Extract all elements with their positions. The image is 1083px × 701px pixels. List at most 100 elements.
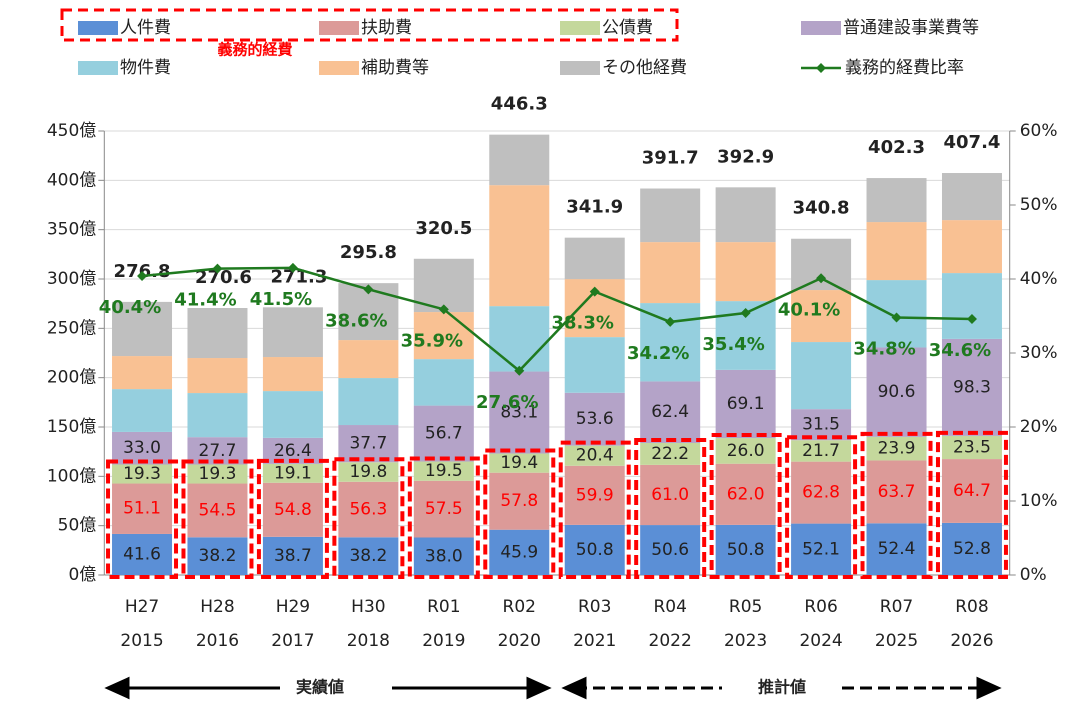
bar-segment <box>791 461 852 524</box>
bar-segment <box>262 307 323 358</box>
total-label: 295.8 <box>340 242 397 263</box>
bar-segment <box>640 464 701 526</box>
period-arrows <box>104 676 1002 700</box>
ratio-marker <box>438 304 449 315</box>
x-tick-label: R03 <box>578 597 611 617</box>
bar-segment <box>413 461 474 481</box>
x-tick-label: 2024 <box>799 631 842 651</box>
ratio-label: 38.6% <box>325 310 387 331</box>
bar-segment <box>866 523 927 575</box>
y-tick-label: 400億 <box>47 170 96 190</box>
bar-segment <box>338 481 399 538</box>
ratio-label: 35.4% <box>702 334 764 355</box>
x-tick-label: 2026 <box>950 631 993 651</box>
x-tick-label: H29 <box>276 597 310 617</box>
legend-swatch <box>560 21 600 35</box>
y-tick-label: 450億 <box>47 121 96 141</box>
legend-label: 補助費等 <box>361 58 429 78</box>
data-label: 33.0 <box>123 438 161 458</box>
ratio-marker <box>137 271 148 282</box>
y-tick-label: 250億 <box>47 318 96 338</box>
data-label: 38.2 <box>349 546 387 566</box>
ratio-label: 35.9% <box>401 330 463 351</box>
arrow-head <box>561 676 587 700</box>
bar-segment <box>715 242 776 302</box>
bar-segment <box>489 453 550 473</box>
ratio-marker <box>287 262 298 273</box>
bar-segment <box>941 220 1002 274</box>
bar-segment <box>941 173 1002 221</box>
data-label: 41.6 <box>123 544 161 564</box>
data-label: 23.5 <box>953 437 991 457</box>
bar-segment <box>564 337 625 393</box>
data-label: 19.4 <box>500 453 538 473</box>
bar-segment <box>413 537 474 575</box>
data-label: 54.8 <box>274 500 312 520</box>
total-label: 402.3 <box>868 137 925 158</box>
ratio-marker <box>589 286 600 297</box>
x-tick-label: R01 <box>427 597 460 617</box>
data-label: 59.9 <box>576 485 614 505</box>
data-label: 19.5 <box>425 461 463 481</box>
x-tick-label: R05 <box>729 597 762 617</box>
ratio-marker <box>665 316 676 327</box>
data-label: 54.5 <box>199 500 237 520</box>
y-tick-label: 150億 <box>47 417 96 437</box>
legend-label: 義務的経費比率 <box>845 58 964 78</box>
legend-label: 人件費 <box>120 18 171 38</box>
legend-label: 物件費 <box>120 58 171 78</box>
bar-segment <box>941 273 1002 339</box>
highlight-box <box>785 435 858 580</box>
bar-segment <box>640 303 701 382</box>
bar-segment <box>866 178 927 223</box>
bar-segment <box>791 290 852 343</box>
y2-tick-label: 60% <box>1020 121 1058 141</box>
data-label: 19.1 <box>274 463 312 483</box>
x-tick-label: R07 <box>880 597 913 617</box>
highlight-box <box>407 456 480 579</box>
data-label: 57.5 <box>425 499 463 519</box>
data-label: 19.3 <box>123 464 161 484</box>
bar-segment <box>187 358 248 394</box>
bar-segment <box>489 529 550 575</box>
y2-tick-label: 30% <box>1020 343 1058 363</box>
data-label: 98.3 <box>953 377 991 397</box>
x-tick-label: 2017 <box>271 631 314 651</box>
ratio-label: 41.5% <box>250 289 312 310</box>
annotation: 義務的経費 <box>217 41 292 59</box>
x-tick-label: R06 <box>804 597 837 617</box>
data-label: 38.7 <box>274 546 312 566</box>
bar-segment <box>187 483 248 538</box>
bar-segment <box>262 536 323 575</box>
bar-segment <box>187 393 248 438</box>
x-tick-label: 2016 <box>196 631 239 651</box>
ratio-label: 34.6% <box>929 340 991 361</box>
total-label: 407.4 <box>944 132 1001 153</box>
highlight-box <box>483 448 556 579</box>
bar-segment <box>715 438 776 464</box>
highlight-box <box>181 459 254 580</box>
legend-label: その他経費 <box>602 58 687 78</box>
bar-segment <box>564 392 625 446</box>
data-label: 69.1 <box>727 394 765 414</box>
data-label: 27.7 <box>199 441 237 461</box>
bar-segment <box>564 465 625 525</box>
bar-segment <box>489 185 550 307</box>
data-label: 61.0 <box>651 485 689 505</box>
data-label: 52.1 <box>802 539 840 559</box>
bar-segment <box>791 440 852 462</box>
data-label: 50.8 <box>576 540 614 560</box>
legend-swatch <box>801 21 841 35</box>
ratio-label: 34.8% <box>853 338 915 359</box>
bar-segment <box>187 464 248 484</box>
bar-segment <box>338 425 399 463</box>
data-label: 20.4 <box>576 446 614 466</box>
period-label: 推計値 <box>758 678 806 697</box>
total-label: 391.7 <box>642 148 699 169</box>
bar-segment <box>564 524 625 575</box>
data-label: 38.2 <box>199 546 237 566</box>
bar-segment <box>112 301 173 357</box>
ratio-label: 27.6% <box>476 392 538 413</box>
bar-segment <box>112 533 173 575</box>
bar-segment <box>413 312 474 360</box>
